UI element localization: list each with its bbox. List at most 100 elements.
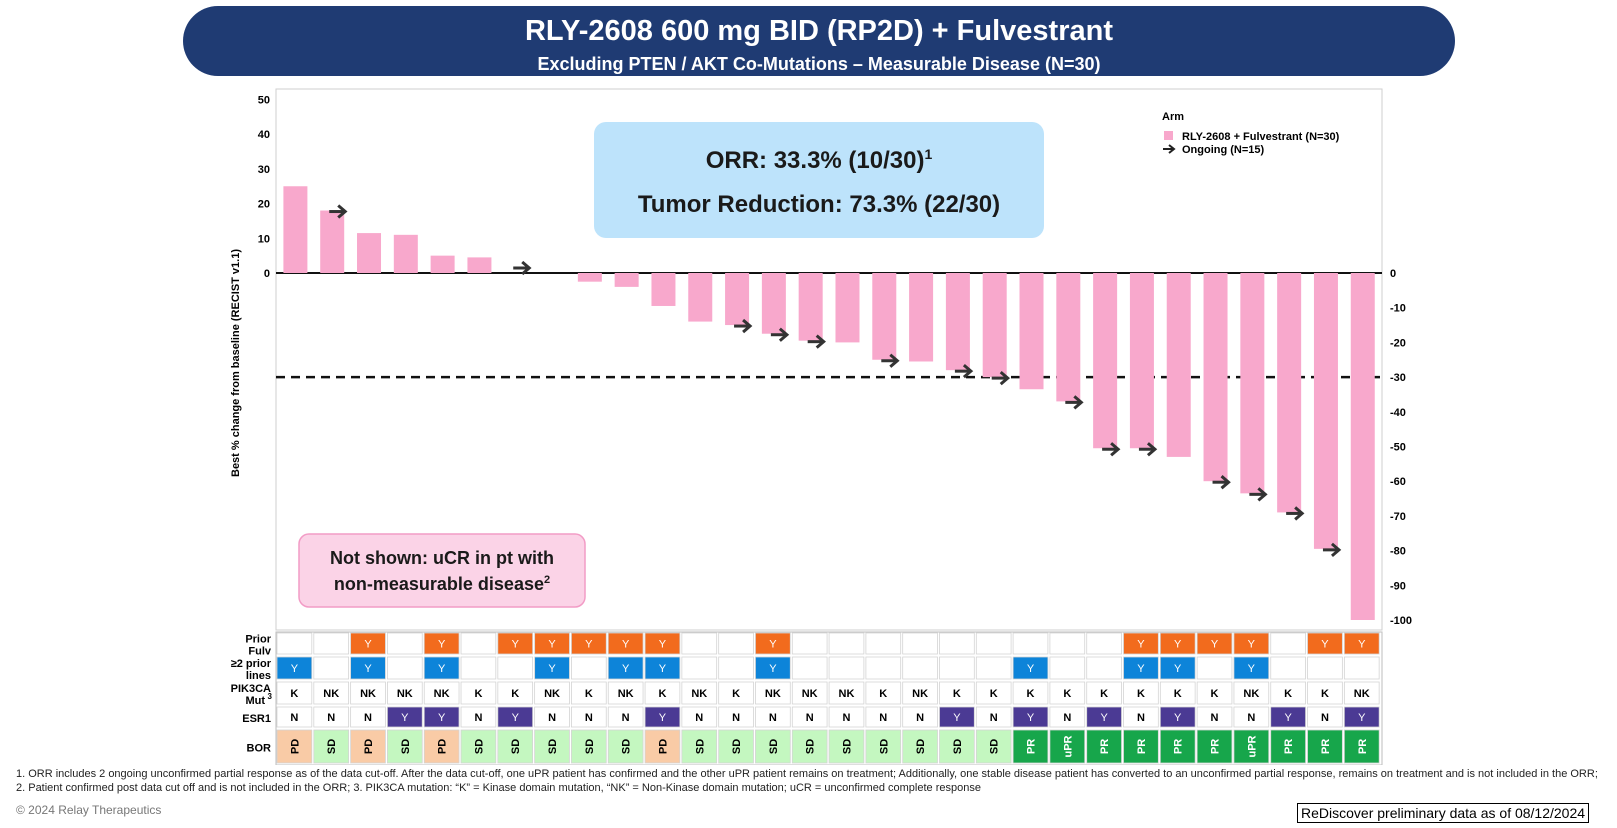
cell-text-esr1: Y <box>512 712 520 724</box>
cell-text-pik3ca: NK <box>691 688 707 700</box>
right-tick-label: -40 <box>1390 407 1406 419</box>
cell-esr1 <box>681 706 718 728</box>
cell-prior-lines <box>1307 656 1343 680</box>
arrow-head <box>778 327 790 342</box>
cell-esr1 <box>534 706 570 728</box>
cell-pik3ca <box>534 681 570 705</box>
cell-prior-lines <box>1343 656 1380 680</box>
copyright: © 2024 Relay Therapeutics <box>16 803 162 817</box>
cell-text-bor: SD <box>621 739 633 754</box>
cell-text-prior-lines: Y <box>1027 663 1035 675</box>
cell-prior-fulv <box>975 632 1012 655</box>
cell-pik3ca <box>460 681 497 705</box>
cell-prior-fulv <box>607 632 644 655</box>
not-shown-line2: non-measurable disease2 <box>334 574 550 594</box>
left-tick-label: 30 <box>258 164 270 176</box>
cell-text-prior-fulv: Y <box>622 639 630 651</box>
cell-text-pik3ca: K <box>1174 688 1182 700</box>
row-label-prior_fulv-line2: Fulv <box>248 646 271 658</box>
cell-text-bor: PR <box>1210 739 1222 754</box>
ongoing-arrow-7 <box>513 260 532 276</box>
cell-pik3ca <box>313 681 350 705</box>
cell-bor <box>1270 729 1306 764</box>
arrow-head <box>1257 487 1268 502</box>
cell-prior-lines <box>607 656 644 680</box>
cell-text-esr1: Y <box>1174 712 1182 724</box>
cell-text-esr1: N <box>474 712 482 724</box>
cell-esr1 <box>1086 706 1122 728</box>
cell-text-pik3ca: K <box>1027 688 1035 700</box>
left-tick-label: 10 <box>258 233 270 245</box>
cell-prior-fulv <box>497 632 534 655</box>
cell-text-pik3ca: K <box>879 688 887 700</box>
cell-text-bor: uPR <box>1062 735 1074 757</box>
cell-bor <box>1159 729 1196 764</box>
cell-text-prior-fulv: Y <box>1358 639 1366 651</box>
right-tick-label: -30 <box>1390 372 1406 384</box>
bar-15 <box>798 273 823 341</box>
cell-pik3ca <box>939 681 975 705</box>
cell-esr1 <box>313 706 350 728</box>
cell-esr1 <box>1123 706 1159 728</box>
cell-text-prior-lines: Y <box>1137 663 1145 675</box>
right-tick-label: -20 <box>1390 337 1406 349</box>
cell-prior-lines <box>718 656 754 680</box>
ongoing-arrow-22 <box>1065 395 1084 410</box>
plot-frame <box>275 88 1383 631</box>
cell-bor <box>497 729 534 764</box>
bars-group <box>283 186 1375 620</box>
cell-prior-fulv <box>791 632 828 655</box>
cell-text-pik3ca: K <box>474 688 482 700</box>
right-tick-label: -70 <box>1390 511 1406 523</box>
y-axis-label: Best % change from baseline (RECIST v1.1… <box>230 249 242 477</box>
cell-esr1 <box>497 706 534 728</box>
bar-11 <box>651 273 676 306</box>
cell-pik3ca <box>276 681 313 705</box>
cell-esr1 <box>1233 706 1270 728</box>
cell-text-pik3ca: NK <box>1243 688 1259 700</box>
cell-bor <box>975 729 1012 764</box>
row-label-bor: BOR <box>247 743 272 755</box>
cell-text-prior-fulv: Y <box>1321 639 1329 651</box>
arrow-head <box>1220 475 1231 490</box>
cell-pik3ca <box>607 681 644 705</box>
cell-text-bor: PR <box>1136 739 1148 754</box>
cell-text-bor: PR <box>1320 739 1332 754</box>
cell-prior-fulv <box>276 632 313 655</box>
cell-esr1 <box>1012 706 1049 728</box>
cell-text-esr1: Y <box>659 712 667 724</box>
cell-bor <box>644 729 681 764</box>
bar-4 <box>393 234 418 273</box>
cell-text-esr1: N <box>1211 712 1219 724</box>
cell-bor <box>1049 729 1086 764</box>
legend: Arm RLY-2608 + Fulvestrant (N=30) Ongoin… <box>1162 111 1340 156</box>
cell-pik3ca <box>828 681 865 705</box>
right-tick-label: 0 <box>1390 268 1396 280</box>
cell-esr1 <box>423 706 460 728</box>
cell-text-esr1: Y <box>1358 712 1366 724</box>
cell-prior-lines <box>1196 656 1233 680</box>
ongoing-arrow-17 <box>881 353 900 368</box>
bar-29 <box>1313 273 1338 549</box>
cell-bor <box>1123 729 1159 764</box>
cell-bor <box>828 729 865 764</box>
bar-10 <box>614 273 639 287</box>
cell-text-esr1: N <box>806 712 814 724</box>
cell-esr1 <box>1270 706 1306 728</box>
cell-prior-lines <box>387 656 423 680</box>
cell-text-esr1: N <box>843 712 851 724</box>
cell-prior-lines <box>1012 656 1049 680</box>
right-tick-label: -80 <box>1390 546 1406 558</box>
cell-text-pik3ca: NK <box>397 688 413 700</box>
right-tick-label: -10 <box>1390 303 1406 315</box>
ongoing-arrow-14 <box>770 327 790 342</box>
cell-text-bor: SD <box>841 739 853 754</box>
cell-prior-lines <box>1159 656 1196 680</box>
cell-pik3ca <box>571 681 607 705</box>
legend-title: Arm <box>1162 111 1184 123</box>
cell-text-bor: PR <box>1283 739 1295 754</box>
row-label-sup: 3 <box>268 692 273 701</box>
bar-3 <box>357 233 382 273</box>
cell-bor <box>350 729 386 764</box>
orr-text: ORR: 33.3% (10/30)1 <box>706 146 933 174</box>
